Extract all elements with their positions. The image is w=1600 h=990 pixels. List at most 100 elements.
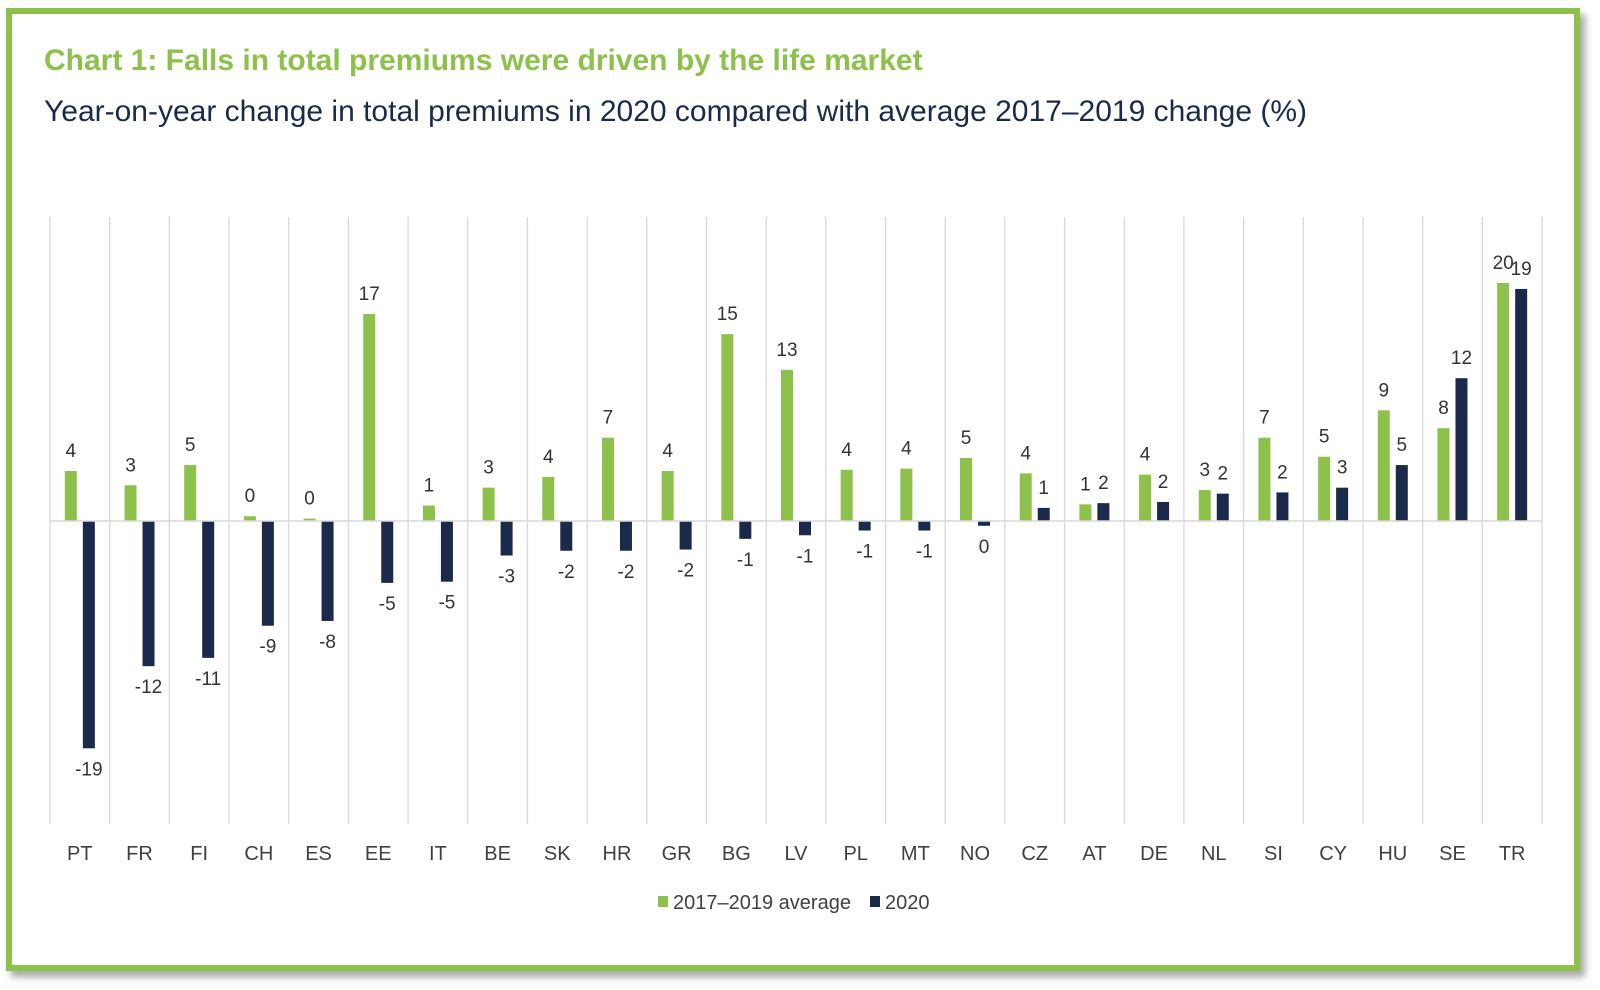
label-avg-it: 1 <box>424 476 435 497</box>
tick-label-pl: PL <box>843 843 867 865</box>
label-avg-ee: 17 <box>359 284 380 305</box>
bar-avg-fr <box>124 485 137 521</box>
label-avg-at: 1 <box>1080 474 1091 495</box>
bar-2020-it <box>440 521 453 582</box>
bar-avg-it <box>422 505 435 521</box>
bar-avg-no <box>960 457 973 521</box>
legend-label-2020: 2020 <box>885 892 930 914</box>
label-avg-nl: 3 <box>1199 460 1210 481</box>
label-2020-pt: -19 <box>75 759 102 780</box>
tick-label-si: SI <box>1264 843 1283 865</box>
bar-avg-mt <box>900 468 913 521</box>
bar-2020-lv <box>799 521 811 536</box>
tick-label-ch: CH <box>244 843 273 865</box>
bar-2020-gr <box>679 521 692 550</box>
bar-2020-mt <box>918 521 931 531</box>
label-avg-mt: 4 <box>901 439 912 460</box>
bar-avg-ch <box>243 516 256 521</box>
bar-avg-cy <box>1318 456 1331 521</box>
bar-2020-cz <box>1037 507 1050 521</box>
bar-avg-gr <box>661 471 674 521</box>
label-2020-be: -3 <box>498 567 515 588</box>
label-2020-es: -8 <box>319 632 336 653</box>
label-avg-hr: 7 <box>603 408 614 429</box>
tick-label-fr: FR <box>126 843 153 865</box>
bar-avg-tr <box>1497 283 1510 521</box>
legend-swatch-2020 <box>870 896 880 907</box>
tick-label-cz: CZ <box>1021 843 1048 865</box>
label-avg-hu: 9 <box>1379 380 1390 401</box>
tick-label-de: DE <box>1140 843 1168 865</box>
bar-2020-hr <box>619 521 632 551</box>
bar-2020-cy <box>1336 487 1349 521</box>
label-2020-at: 2 <box>1098 473 1109 494</box>
label-2020-mt: -1 <box>916 542 933 563</box>
bar-2020-hu <box>1395 465 1408 521</box>
label-avg-no: 5 <box>961 428 972 449</box>
bar-avg-si <box>1258 437 1271 521</box>
bar-2020-se <box>1455 378 1468 521</box>
label-2020-se: 12 <box>1451 348 1472 369</box>
label-2020-hu: 5 <box>1397 435 1408 456</box>
bar-2020-tr <box>1515 288 1528 521</box>
label-avg-de: 4 <box>1140 445 1151 466</box>
bar-2020-pt <box>82 521 95 749</box>
label-2020-cz: 1 <box>1038 478 1049 499</box>
label-2020-fr: -12 <box>135 677 162 698</box>
label-2020-fi: -11 <box>195 669 221 690</box>
bar-avg-es <box>303 518 316 521</box>
tick-label-es: ES <box>305 843 332 865</box>
tick-label-fi: FI <box>190 843 208 865</box>
bar-avg-fi <box>184 465 197 521</box>
label-2020-cy: 3 <box>1337 458 1348 479</box>
label-2020-nl: 2 <box>1217 464 1228 485</box>
bar-avg-pt <box>64 471 77 521</box>
label-avg-sk: 4 <box>543 447 554 468</box>
bar-avg-hr <box>601 437 614 521</box>
bar-2020-ch <box>261 521 274 626</box>
tick-label-at: AT <box>1082 843 1106 865</box>
bar-2020-at <box>1097 503 1110 521</box>
chart-title: Chart 1: Falls in total premiums were dr… <box>44 44 923 77</box>
x-axis-ticks: PT FR FI CH ES EE IT BE SK HR GR BG LV PL MT NO CZ AT DE NL… <box>67 843 1525 865</box>
bar-avg-ee <box>363 313 376 521</box>
label-2020-de: 2 <box>1158 472 1169 493</box>
tick-label-ee: EE <box>365 843 392 865</box>
tick-label-gr: GR <box>662 843 692 865</box>
bar-2020-fi <box>202 521 215 658</box>
tick-label-tr: TR <box>1499 843 1526 865</box>
tick-label-hu: HU <box>1378 843 1407 865</box>
bar-avg-de <box>1139 474 1152 521</box>
tick-label-mt: MT <box>901 843 930 865</box>
label-avg-es: 0 <box>304 489 315 510</box>
bar-2020-ee <box>381 521 394 583</box>
bar-2020-de <box>1157 501 1170 521</box>
chart-subtitle: Year-on-year change in total premiums in… <box>44 95 1308 128</box>
label-avg-se: 8 <box>1438 398 1449 419</box>
label-avg-be: 3 <box>483 458 494 479</box>
label-avg-ch: 0 <box>245 486 256 507</box>
label-2020-hr: -2 <box>618 562 635 583</box>
label-avg-gr: 4 <box>662 441 673 462</box>
data-labels: 4-193-125-110-90-817-51-53-34-27-24-215-… <box>66 253 1532 780</box>
bar-2020-be <box>500 521 513 556</box>
bars <box>64 283 1528 749</box>
legend-swatch-avg <box>658 896 668 907</box>
label-2020-lv: -1 <box>797 546 814 567</box>
tick-label-be: BE <box>484 843 511 865</box>
tick-label-lv: LV <box>785 843 809 865</box>
tick-label-cy: CY <box>1319 843 1347 865</box>
bar-2020-sk <box>560 521 573 551</box>
label-2020-tr: 19 <box>1511 259 1532 280</box>
bar-avg-at <box>1079 504 1092 521</box>
label-2020-it: -5 <box>438 593 455 614</box>
label-2020-ee: -5 <box>379 594 396 615</box>
bar-avg-hu <box>1377 410 1390 521</box>
label-avg-cy: 5 <box>1319 427 1330 448</box>
bar-avg-lv <box>781 369 793 521</box>
label-2020-pl: -1 <box>856 542 873 563</box>
label-avg-pl: 4 <box>841 440 852 461</box>
label-2020-bg: -1 <box>737 550 754 571</box>
legend-label-avg: 2017–2019 average <box>673 892 851 914</box>
label-2020-gr: -2 <box>677 561 694 582</box>
